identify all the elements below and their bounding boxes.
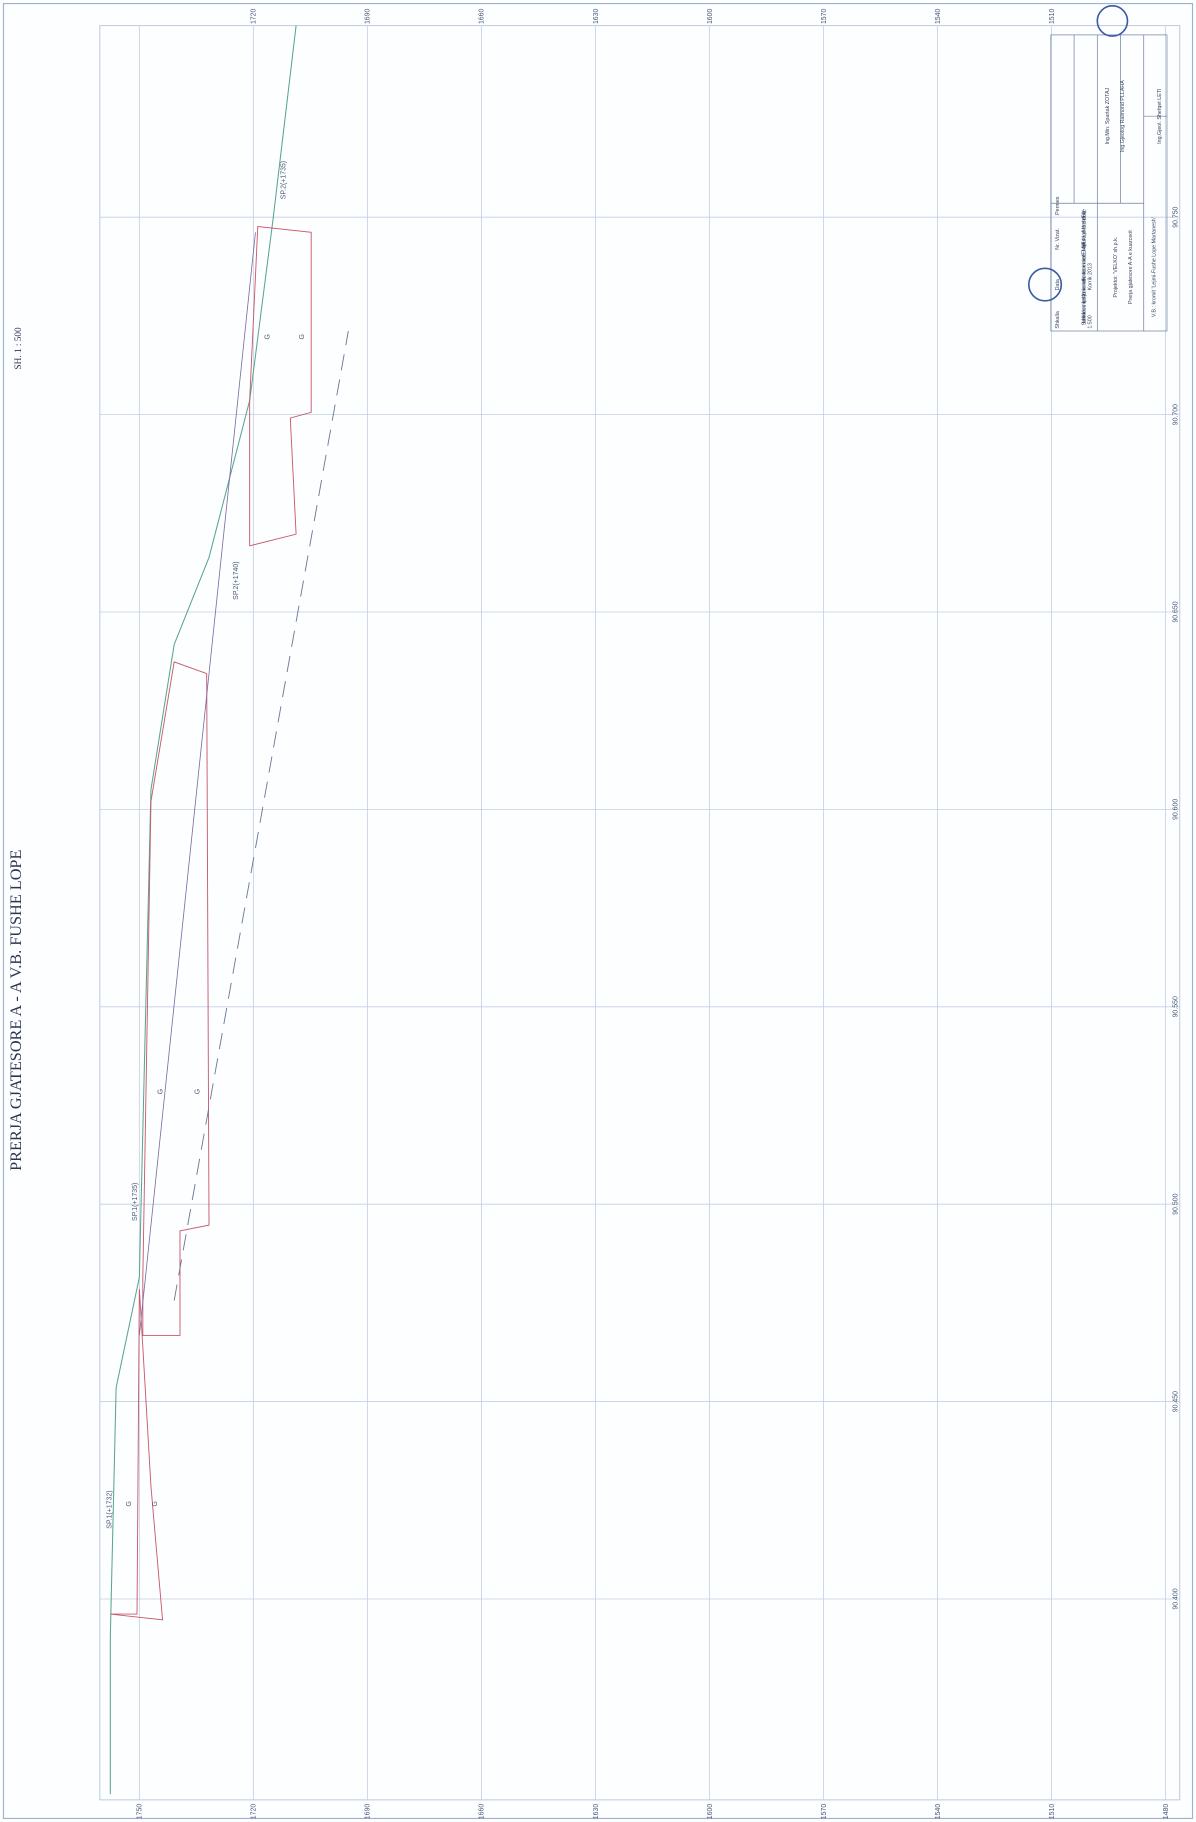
annotation: G [195, 1089, 202, 1094]
elevation-label: 1750 [137, 1804, 144, 1820]
elevation-label: 1690 [365, 8, 372, 24]
title-block-field: Data [1055, 279, 1061, 290]
title-block-line: Ing.Gjeol. Shefqet LETI [1157, 88, 1163, 143]
annotation: G [158, 1089, 165, 1094]
station-label: 90.450 [1172, 1391, 1179, 1412]
annotation: G [126, 1501, 133, 1506]
elevation-label: 1690 [365, 1804, 372, 1820]
annotation: G [264, 334, 271, 339]
station-label: 90.600 [1172, 799, 1179, 820]
contact-line [138, 232, 256, 1336]
elevation-label: 1510 [1049, 1804, 1056, 1820]
station-label: 90.750 [1172, 206, 1179, 227]
terrain-line [109, 25, 297, 1795]
annotation: SP.1(+1732) [106, 1490, 113, 1528]
elevation-label: 1480 [1163, 1804, 1170, 1820]
ore-body [110, 1288, 164, 1621]
title-block [1027, 5, 1168, 332]
title-block-field: 1:500 [1087, 315, 1093, 328]
ore-body [142, 661, 210, 1336]
annotation: G [152, 1501, 159, 1506]
elevation-label: 1510 [1049, 8, 1056, 24]
elevation-label: 1540 [935, 8, 942, 24]
title-block-field: Permes [1055, 196, 1061, 215]
annotation: SP.1(+1735) [132, 1183, 139, 1221]
elevation-label: 1540 [935, 1804, 942, 1820]
station-label: 90.550 [1172, 996, 1179, 1017]
elevation-label: 1600 [707, 8, 714, 24]
elevation-label: 1660 [479, 1804, 486, 1820]
elevation-label: 1630 [593, 8, 600, 24]
annotation: SP.2(+1735) [281, 161, 288, 199]
fault-line [173, 330, 349, 1301]
station-label: 90.700 [1172, 404, 1179, 425]
station-label: 90.650 [1172, 601, 1179, 622]
title-block-field: Korrik 2013 [1087, 263, 1093, 290]
station-label: 90.400 [1172, 1588, 1179, 1609]
annotation: G [299, 334, 306, 339]
title: PRERJA GJATESORE A - A V.B. FUSHE LOPE [7, 850, 25, 1171]
plot-frame [99, 25, 1181, 1801]
title-block-notes: Studimi teknik - ekonomik per shfrytezim… [1082, 209, 1088, 325]
station-label: 90.500 [1172, 1193, 1179, 1214]
elevation-label: 1660 [479, 8, 486, 24]
ore-body [249, 225, 312, 547]
title-block-line: Ing.Min. Spartak ZOTAJ [1105, 87, 1111, 144]
title-block-field: Nr. Vizat. [1055, 228, 1061, 250]
title-block-line: Prerja gjatesore A-A e kuarcerit [1128, 230, 1134, 304]
title-block-line: Projektoi: 'VELKO' sh.p.k. [1113, 237, 1119, 298]
elevation-label: 1600 [707, 1804, 714, 1820]
elevation-label: 1630 [593, 1804, 600, 1820]
title-block-line: V.B.: kromit 'Lejmi-Fushe Lope Martanesh… [1151, 217, 1157, 317]
scale: SH. 1 : 500 [14, 327, 24, 370]
title-block-field: Shkalla [1055, 311, 1061, 329]
annotation: SP.2(+1740) [233, 561, 240, 599]
grid [99, 25, 1180, 1800]
elevation-label: 1720 [251, 8, 258, 24]
elevation-label: 1570 [821, 8, 828, 24]
elevation-label: 1570 [821, 1804, 828, 1820]
elevation-label: 1720 [251, 1804, 258, 1820]
title-block-line: Ing.Gjeolog Raimond PLLAHA [1120, 80, 1126, 152]
